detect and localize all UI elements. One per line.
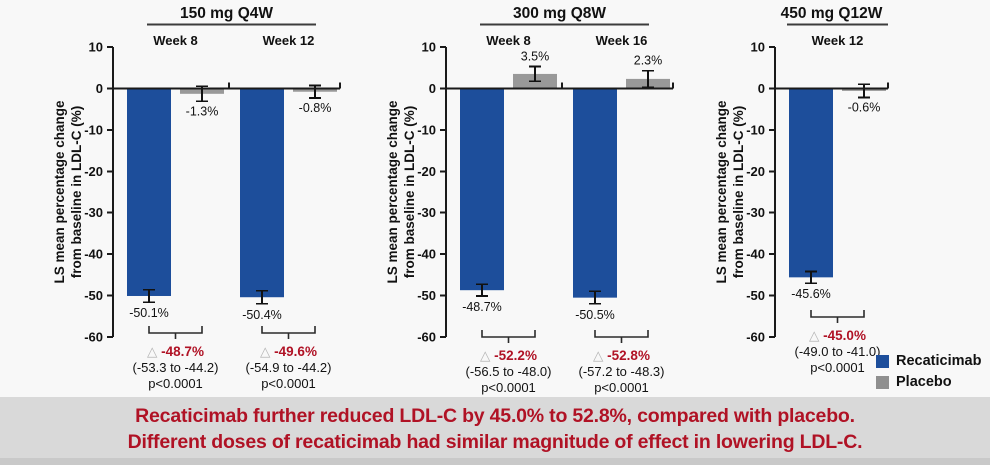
y-tick-label: 0	[96, 81, 103, 96]
ldl-c-bar-chart: 150 mg Q4W 10 0 -10 -20 -30 -40 -50 -60 LS mean p…	[52, 5, 889, 395]
ci-annotation: (-54.9 to -44.2)	[246, 360, 332, 375]
legend-label-placebo: Placebo	[896, 374, 952, 390]
comparison-bracket	[481, 330, 536, 343]
delta-annotation: △ -45.0%	[809, 328, 866, 343]
delta-annotation: △ -52.8%	[593, 348, 650, 363]
panel-title: 300 mg Q8W	[513, 5, 606, 22]
y-tick-label: -60	[746, 330, 765, 345]
week-label: Week 12	[812, 33, 864, 48]
chart-legend: Recaticimab Placebo	[876, 353, 981, 390]
legend-item-recaticimab: Recaticimab	[876, 353, 981, 369]
p-value: p<0.0001	[261, 376, 316, 391]
recaticimab-value-label: -50.1%	[129, 306, 169, 320]
y-axis-label: LS mean percentage change	[52, 100, 67, 284]
placebo-value-label: 3.5%	[521, 49, 550, 63]
delta-annotation: △ -49.6%	[260, 344, 317, 359]
recaticimab-bar	[573, 88, 617, 298]
conclusion-banner: Recaticimab further reduced LDL-C by 45.…	[0, 397, 990, 458]
y-tick-label: -20	[417, 164, 436, 179]
y-tick-label: 0	[429, 81, 436, 96]
delta-triangle-icon: △	[809, 328, 823, 343]
placebo-value-label: 2.3%	[634, 54, 663, 68]
y-tick-label: -20	[84, 164, 103, 179]
delta-triangle-icon: △	[593, 348, 607, 363]
ldl-c-change-figure: 150 mg Q4W 10 0 -10 -20 -30 -40 -50 -60 LS mean p…	[52, 5, 889, 395]
y-axis-label: LS mean percentage change	[714, 100, 729, 284]
bottom-edge-strip	[0, 458, 990, 465]
week-label: Week 12	[263, 33, 315, 48]
banner-line-1: Recaticimab further reduced LDL-C by 45.…	[135, 405, 855, 427]
y-tick-label: -40	[417, 247, 436, 262]
delta-triangle-icon: △	[147, 344, 161, 359]
placebo-value-label: -1.3%	[186, 104, 219, 118]
y-tick-label: -40	[746, 247, 765, 262]
recaticimab-value-label: -50.4%	[242, 308, 282, 322]
y-tick-label: 0	[758, 81, 765, 96]
placebo-swatch-icon	[876, 375, 889, 389]
y-tick-label: 10	[422, 40, 436, 55]
y-tick-label: -20	[746, 164, 765, 179]
week-label: Week 16	[596, 33, 648, 48]
recaticimab-value-label: -48.7%	[462, 300, 502, 314]
legend-item-placebo: Placebo	[876, 374, 981, 390]
y-tick-label: -10	[417, 122, 436, 137]
placebo-value-label: -0.6%	[848, 101, 881, 115]
week-label: Week 8	[153, 33, 198, 48]
recaticimab-bar	[789, 88, 833, 278]
y-tick-label: -40	[84, 247, 103, 262]
delta-annotation: △ -52.2%	[480, 348, 537, 363]
delta-triangle-icon: △	[480, 348, 494, 363]
y-tick-label: -30	[417, 205, 436, 220]
ci-annotation: (-56.5 to -48.0)	[466, 364, 552, 379]
banner-line-2: Different doses of recaticimab had simil…	[127, 431, 863, 453]
placebo-value-label: -0.8%	[299, 101, 332, 115]
week-label: Week 8	[486, 33, 531, 48]
delta-triangle-icon: △	[260, 344, 274, 359]
legend-label-recaticimab: Recaticimab	[896, 353, 982, 369]
recaticimab-bar	[460, 88, 504, 291]
comparison-bracket	[261, 326, 316, 339]
recaticimab-bar	[240, 88, 284, 298]
y-axis-label: from baseline in LDL-C (%)	[402, 106, 417, 279]
comparison-bracket	[148, 326, 203, 339]
y-tick-label: 10	[89, 40, 103, 55]
delta-annotation: △ -48.7%	[147, 344, 204, 359]
y-tick-label: -10	[84, 122, 103, 137]
y-axis-label: from baseline in LDL-C (%)	[69, 106, 84, 279]
y-tick-label: -60	[84, 330, 103, 345]
ci-annotation: (-49.0 to -41.0)	[795, 344, 881, 359]
panel-title: 450 mg Q12W	[781, 5, 883, 22]
y-tick-label: -50	[84, 288, 103, 303]
y-axis-label: from baseline in LDL-C (%)	[731, 106, 746, 279]
recaticimab-bar	[127, 88, 171, 296]
y-tick-label: -60	[417, 330, 436, 345]
recaticimab-swatch-icon	[876, 354, 889, 368]
y-tick-label: -10	[746, 122, 765, 137]
y-tick-label: -30	[746, 205, 765, 220]
y-tick-label: -30	[84, 205, 103, 220]
p-value: p<0.0001	[810, 360, 865, 375]
y-tick-label: -50	[746, 288, 765, 303]
recaticimab-value-label: -45.6%	[791, 287, 831, 301]
ci-annotation: (-57.2 to -48.3)	[579, 364, 665, 379]
y-axis-label: LS mean percentage change	[385, 100, 400, 284]
p-value: p<0.0001	[148, 376, 203, 391]
recaticimab-value-label: -50.5%	[575, 308, 615, 322]
comparison-bracket	[810, 310, 865, 323]
comparison-bracket	[594, 330, 649, 343]
p-value: p<0.0001	[594, 380, 649, 395]
p-value: p<0.0001	[481, 380, 536, 395]
ci-annotation: (-53.3 to -44.2)	[133, 360, 219, 375]
panel-title: 150 mg Q4W	[180, 5, 273, 22]
y-tick-label: 10	[751, 40, 765, 55]
y-tick-label: -50	[417, 288, 436, 303]
